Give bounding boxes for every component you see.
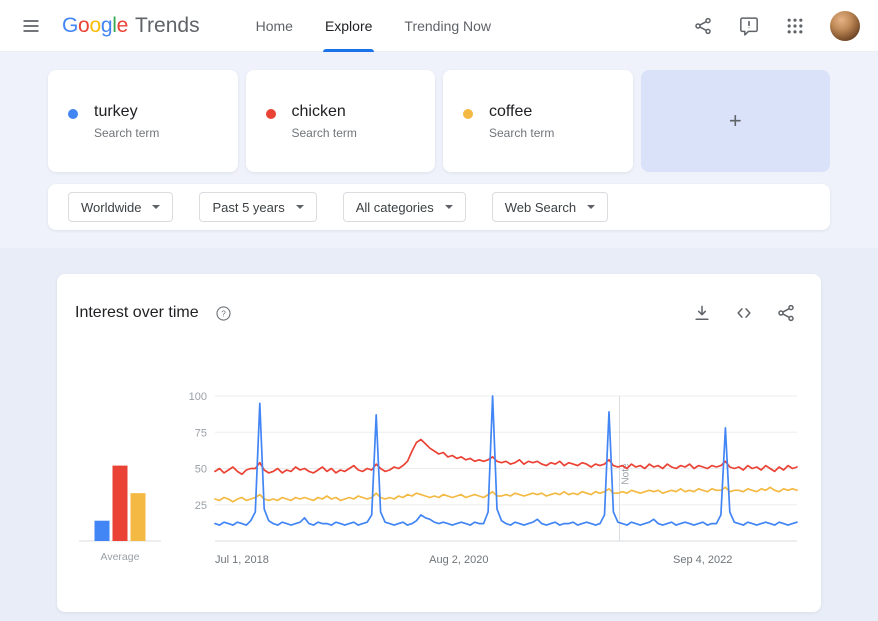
series-color-dot — [265, 109, 276, 119]
filter-bar: Worldwide Past 5 years All categories We… — [48, 184, 830, 230]
interest-over-time-panel: Interest over time ? — [57, 274, 821, 612]
embed-button[interactable] — [725, 294, 763, 332]
filter-search-type-select[interactable]: Web Search — [491, 192, 609, 222]
svg-text:Sep 4, 2022: Sep 4, 2022 — [673, 554, 732, 566]
add-comparison-card[interactable]: + — [640, 70, 830, 172]
chevron-down-icon — [444, 205, 453, 209]
logo-letter: g — [100, 13, 113, 37]
header-actions — [684, 7, 860, 45]
download-button[interactable] — [683, 294, 721, 332]
panel-header: Interest over time ? — [75, 294, 805, 332]
main-nav: Home Explore Trending Now — [240, 0, 507, 52]
term-label: coffee — [489, 102, 533, 120]
series-color-dot — [463, 109, 473, 119]
top-nav: G o o g l e Trends Home Explore Trending… — [0, 0, 878, 52]
svg-text:Aug 2, 2020: Aug 2, 2020 — [429, 554, 488, 566]
feedback-button[interactable] — [730, 7, 768, 45]
results-section: Interest over time ? — [0, 248, 878, 612]
term-type-label: Search term — [489, 125, 555, 140]
svg-text:Average: Average — [101, 551, 140, 563]
help-icon: ? — [216, 305, 231, 321]
svg-text:Note: Note — [620, 463, 631, 485]
panel-actions — [683, 294, 805, 332]
chart-area: Average 25 50 75 100 Note Jul 1, 2018 Aug 2, 2… — [75, 388, 805, 585]
chevron-down-icon — [587, 205, 596, 209]
term-label: chicken — [291, 102, 346, 120]
logo-letter: o — [89, 13, 101, 37]
share-icon — [695, 17, 711, 34]
series-color-dot — [68, 109, 78, 119]
filter-region-select[interactable]: Worldwide — [68, 192, 174, 222]
average-bar-chart: Average — [75, 388, 165, 585]
interest-line-chart: 25 50 75 100 Note Jul 1, 2018 Aug 2, 2020 Sep 4… — [181, 388, 805, 585]
embed-icon — [737, 308, 751, 318]
filter-region-value: Worldwide — [81, 199, 142, 215]
nav-tab-home[interactable]: Home — [255, 17, 293, 34]
google-trends-logo[interactable]: G o o g l e Trends — [62, 14, 200, 38]
logo-letter: G — [62, 13, 79, 37]
nav-tab-explore[interactable]: Explore — [309, 0, 388, 52]
average-bars-svg: Average — [79, 465, 161, 563]
apps-grid-icon — [787, 18, 803, 33]
svg-text:Jul 1, 2018: Jul 1, 2018 — [215, 554, 269, 566]
term-label: turkey — [94, 102, 138, 120]
filter-time-select[interactable]: Past 5 years — [199, 192, 317, 222]
explore-controls-section: turkey Search term chicken Search term c… — [0, 52, 878, 248]
plus-icon: + — [728, 108, 742, 133]
term-type-label: Search term — [291, 125, 357, 140]
hamburger-icon — [23, 19, 39, 32]
comparison-cards: turkey Search term chicken Search term c… — [48, 70, 830, 172]
svg-text:75: 75 — [195, 427, 207, 439]
logo-letter: l — [112, 13, 117, 37]
feedback-icon — [740, 16, 758, 36]
filter-time-value: Past 5 years — [212, 199, 285, 215]
panel-title: Interest over time — [75, 304, 199, 321]
svg-text:50: 50 — [195, 464, 207, 476]
logo-letter: e — [116, 13, 129, 37]
share-chart-button[interactable] — [767, 294, 805, 332]
term-card-chicken[interactable]: chicken Search term — [245, 70, 435, 172]
menu-button[interactable] — [12, 7, 50, 45]
download-icon — [695, 305, 709, 320]
share-button[interactable] — [684, 7, 722, 45]
term-type-label: Search term — [94, 125, 160, 140]
line-chart-svg: 25 50 75 100 Note Jul 1, 2018 Aug 2, 2020 Sep 4… — [189, 391, 798, 566]
logo-product-name: Trends — [134, 13, 200, 37]
chevron-down-icon — [295, 205, 304, 209]
chevron-down-icon — [152, 205, 161, 209]
filter-category-value: All categories — [355, 199, 434, 215]
apps-grid-button[interactable] — [776, 7, 814, 45]
avatar[interactable] — [830, 10, 860, 41]
filter-category-select[interactable]: All categories — [342, 192, 466, 222]
term-card-turkey[interactable]: turkey Search term — [48, 70, 238, 172]
nav-tab-trending-now[interactable]: Trending Now — [404, 17, 492, 34]
share-icon — [778, 304, 794, 322]
logo-letter: o — [78, 13, 90, 37]
svg-text:100: 100 — [189, 391, 207, 403]
term-card-coffee[interactable]: coffee Search term — [443, 70, 633, 172]
filter-search-type-value: Web Search — [504, 199, 577, 215]
svg-text:25: 25 — [195, 500, 207, 512]
svg-text:?: ? — [221, 309, 226, 318]
help-button[interactable]: ? — [209, 298, 239, 328]
